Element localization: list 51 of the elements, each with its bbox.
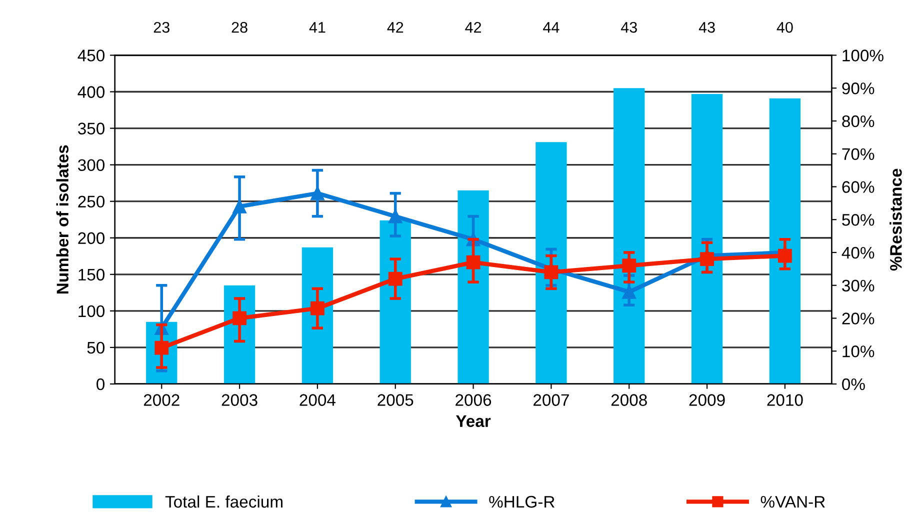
text: 41: [309, 22, 326, 33]
x-tick-label: 2009: [689, 394, 725, 406]
x-tick-label: 2006: [456, 394, 492, 406]
legend-label: Total E. faecium: [165, 495, 282, 508]
y2-tick-label: 60%: [842, 181, 874, 193]
y2-tick-label: 70%: [842, 148, 874, 160]
bar: [380, 220, 411, 384]
text: 23: [154, 22, 170, 33]
legend-label: %VAN-R: [760, 496, 825, 508]
x-axis-title: Year: [456, 415, 491, 428]
x-tick-label: 2005: [378, 394, 414, 406]
y-axis-title: Number of isolates: [56, 145, 68, 294]
x-tick-label: 2010: [767, 394, 803, 406]
y-tick-label: 300: [78, 159, 105, 172]
y2-tick-label: 90%: [842, 82, 874, 94]
y-tick-label: 200: [78, 232, 105, 244]
text: 44: [543, 22, 560, 33]
y-tick-label: 0: [96, 378, 104, 390]
y2-tick-label: 40%: [842, 246, 874, 259]
text: 43: [698, 22, 715, 33]
y-tick-label: 350: [78, 122, 105, 134]
bar: [536, 142, 567, 384]
y2-tick-label: 10%: [842, 346, 874, 358]
x-tick-label: 2004: [300, 394, 336, 406]
bar: [614, 88, 645, 384]
x-tick-label: 2007: [534, 394, 569, 406]
x-tick-label: 2008: [611, 394, 647, 406]
y-tick-label: 50: [87, 342, 105, 354]
x-tick-label: 2002: [144, 394, 180, 406]
y-tick-label: 450: [78, 50, 105, 62]
bar: [302, 247, 334, 384]
y-tick-label: 250: [78, 196, 105, 208]
y2-tick-label: 0%: [842, 378, 865, 390]
y-tick-label: 150: [78, 268, 105, 281]
y2-tick-label: 50%: [842, 214, 874, 226]
text: 42: [387, 22, 404, 33]
y2-tick-label: 30%: [842, 280, 874, 292]
y-tick-label: 100: [78, 305, 105, 318]
y2-axis-title: %Resistance: [890, 168, 902, 271]
legend-label: %HLG-R: [489, 496, 554, 508]
text: 42: [465, 22, 482, 33]
x-tick-label: 2003: [222, 394, 258, 406]
text: 28: [232, 22, 248, 33]
bar: [769, 98, 801, 384]
bar: [691, 94, 723, 384]
y2-tick-label: 100%: [842, 50, 884, 62]
y2-tick-label: 80%: [842, 115, 874, 128]
text: 43: [620, 22, 637, 33]
y2-tick-label: 20%: [842, 312, 874, 324]
y-tick-label: 400: [78, 86, 105, 98]
text: 40: [776, 22, 793, 33]
